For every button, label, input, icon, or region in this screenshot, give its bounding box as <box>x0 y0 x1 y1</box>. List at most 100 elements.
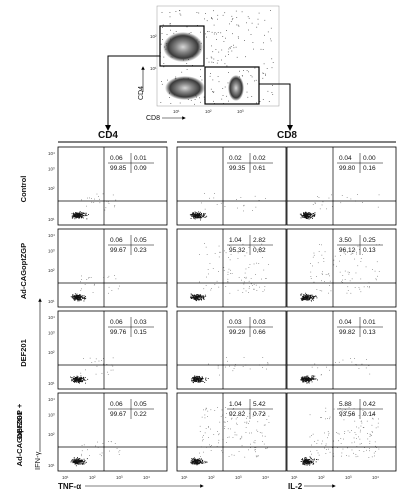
top-y-label: CD4 <box>138 86 145 100</box>
event-dot <box>343 438 344 440</box>
top-y-tick: 10² <box>150 34 157 39</box>
event-dot <box>200 69 201 71</box>
event-dot <box>358 436 359 438</box>
event-dot <box>368 457 370 458</box>
event-dot <box>196 12 198 13</box>
event-dot <box>74 216 76 217</box>
event-dot <box>302 458 303 460</box>
event-dot <box>301 293 303 295</box>
event-dot <box>362 410 364 411</box>
event-dot <box>341 455 342 457</box>
event-dot <box>234 365 236 367</box>
event-dot <box>312 460 314 462</box>
event-dot <box>369 448 370 449</box>
event-dot <box>106 364 108 365</box>
event-dot <box>77 459 79 461</box>
event-dot <box>80 290 82 291</box>
event-dot <box>79 460 80 462</box>
event-dot <box>326 208 327 210</box>
event-dot <box>341 410 343 412</box>
event-dot <box>77 214 79 215</box>
event-dot <box>80 216 82 218</box>
event-dot <box>213 197 215 199</box>
event-dot <box>246 252 248 254</box>
event-dot <box>193 460 195 462</box>
event-dot <box>83 215 85 216</box>
event-dot <box>311 214 313 216</box>
event-dot <box>327 274 329 275</box>
event-dot <box>197 299 199 301</box>
event-dot <box>196 297 197 299</box>
event-dot <box>309 297 311 299</box>
event-dot <box>254 447 256 448</box>
event-dot <box>313 377 314 379</box>
event-dot <box>83 295 85 297</box>
event-dot <box>198 12 200 14</box>
event-dot <box>194 296 196 298</box>
event-dot <box>305 216 307 218</box>
event-dot <box>321 290 323 292</box>
event-dot <box>229 365 230 367</box>
event-dot <box>313 379 315 380</box>
event-dot <box>74 295 76 296</box>
event-dot <box>371 424 373 426</box>
event-dot <box>80 377 82 379</box>
event-dot <box>351 278 353 280</box>
event-dot <box>93 202 95 203</box>
event-dot <box>75 296 77 298</box>
event-dot <box>75 212 77 214</box>
event-dot <box>74 296 75 298</box>
panel-frame <box>57 146 168 226</box>
event-dot <box>199 214 201 215</box>
quadrant-percent-ul: 0.06 <box>110 401 123 408</box>
event-dot <box>327 431 329 432</box>
event-dot <box>192 294 194 296</box>
event-dot <box>309 456 311 458</box>
event-dot <box>192 379 194 381</box>
event-dot <box>303 459 305 461</box>
event-dot <box>344 279 346 280</box>
event-dot <box>328 448 329 450</box>
event-dot <box>220 32 222 34</box>
event-dot <box>314 375 316 377</box>
quadrant-percent-ll: 95.32 <box>229 247 246 254</box>
event-dot <box>193 377 194 379</box>
event-dot <box>241 279 242 281</box>
event-dot <box>305 460 307 462</box>
event-dot <box>234 434 236 436</box>
event-dot <box>241 75 243 76</box>
event-dot <box>309 295 311 296</box>
event-dot <box>192 215 194 216</box>
event-dot <box>205 378 206 380</box>
event-dot <box>305 297 306 299</box>
event-dot <box>200 217 201 219</box>
event-dot <box>93 284 95 286</box>
event-dot <box>193 377 195 379</box>
event-dot <box>310 294 312 296</box>
event-dot <box>316 443 318 444</box>
event-dot <box>378 194 380 196</box>
event-dot <box>170 23 171 25</box>
event-dot <box>81 213 83 215</box>
event-dot <box>76 463 78 464</box>
event-dot <box>202 440 203 442</box>
event-dot <box>213 58 215 60</box>
event-dot <box>304 295 306 297</box>
event-dot <box>305 295 307 297</box>
event-dot <box>202 461 204 463</box>
event-dot <box>303 378 305 379</box>
event-dot <box>200 459 202 461</box>
event-dot <box>193 379 195 380</box>
event-dot <box>194 378 196 380</box>
event-dot <box>196 212 198 214</box>
event-dot <box>247 416 249 417</box>
event-dot <box>76 459 78 461</box>
event-dot <box>117 288 119 290</box>
event-dot <box>76 296 78 298</box>
event-dot <box>76 377 78 379</box>
event-dot <box>347 447 348 449</box>
event-dot <box>74 379 75 381</box>
event-dot <box>217 365 219 367</box>
event-dot <box>81 214 82 215</box>
event-dot <box>267 90 269 92</box>
